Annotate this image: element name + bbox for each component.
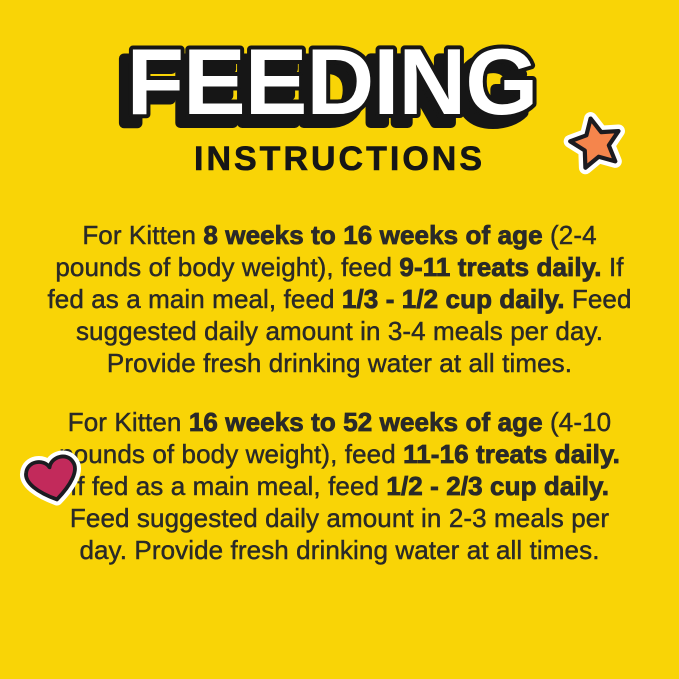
page-subtitle: INSTRUCTIONS xyxy=(194,140,485,179)
body-text: Feed suggested daily amount in 2-3 meals… xyxy=(69,471,617,565)
body-text: For Kitten xyxy=(82,220,204,250)
body-text: (2-4 pounds of body weight), feed xyxy=(55,220,604,282)
instructions-body: For Kitten 8 weeks to 16 weeks of age (2… xyxy=(0,219,679,566)
body-text: (4-10 pounds of body weight), feed xyxy=(59,407,619,469)
page-title-shadow: FEEDING xyxy=(118,38,529,140)
feeding-paragraph-kitten-16-52-weeks: For Kitten 16 weeks to 52 weeks of age (… xyxy=(49,406,631,566)
body-text: Feed suggested daily amount in 3-4 meals… xyxy=(75,284,639,378)
emphasis-text: 16 weeks to 52 weeks of age xyxy=(188,407,543,438)
emphasis-text: 8 weeks to 16 weeks of age xyxy=(203,220,543,251)
body-text: If fed as a main meal, feed xyxy=(47,252,631,314)
body-text: If fed as a main meal, feed xyxy=(69,439,628,501)
emphasis-text: 1/3 - 1/2 cup daily. xyxy=(341,284,565,315)
emphasis-text: 1/2 - 2/3 cup daily. xyxy=(386,471,610,502)
emphasis-text: 9-11 treats daily. xyxy=(399,252,602,283)
emphasis-text: 11-16 treats daily. xyxy=(403,439,620,470)
page-title: FEEDING xyxy=(127,29,538,134)
body-text: For Kitten xyxy=(67,407,189,437)
page-title-3d: FEEDING FEEDING xyxy=(113,25,543,140)
feeding-paragraph-kitten-8-16-weeks: For Kitten 8 weeks to 16 weeks of age (2… xyxy=(37,219,643,379)
header: FEEDING FEEDING INSTRUCTIONS xyxy=(0,0,679,179)
